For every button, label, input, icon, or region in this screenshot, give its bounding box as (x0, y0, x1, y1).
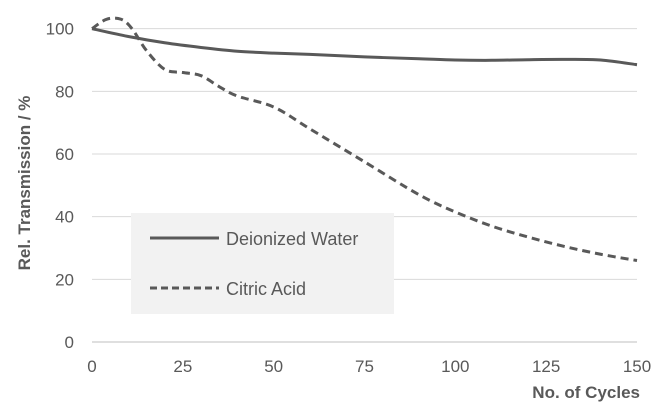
y-axis-title: Rel. Transmission / % (15, 96, 34, 271)
legend-label-deionized-water: Deionized Water (226, 229, 358, 249)
y-tick-label: 60 (55, 145, 74, 164)
y-tick-label: 40 (55, 208, 74, 227)
legend-box (131, 213, 394, 314)
y-tick-label: 100 (46, 20, 74, 39)
series-line-citric-acid (91, 16, 638, 263)
x-tick-label: 100 (441, 357, 469, 376)
x-tick-label: 25 (173, 357, 192, 376)
tick-labels: 0 20 40 60 80 100 0 25 50 75 100 125 150 (46, 20, 652, 376)
series-layer (91, 16, 638, 263)
x-tick-label: 125 (532, 357, 560, 376)
x-tick-label: 0 (87, 357, 96, 376)
x-tick-label: 75 (355, 357, 374, 376)
y-tick-label: 0 (65, 333, 74, 352)
series-line-deionized-water (91, 27, 638, 67)
x-tick-label: 150 (623, 357, 651, 376)
legend-label-citric-acid: Citric Acid (226, 279, 306, 299)
legend: Deionized Water Citric Acid (131, 213, 394, 314)
y-tick-label: 20 (55, 270, 74, 289)
y-tick-label: 80 (55, 82, 74, 101)
x-axis-title: No. of Cycles (532, 383, 640, 402)
x-tick-label: 50 (264, 357, 283, 376)
